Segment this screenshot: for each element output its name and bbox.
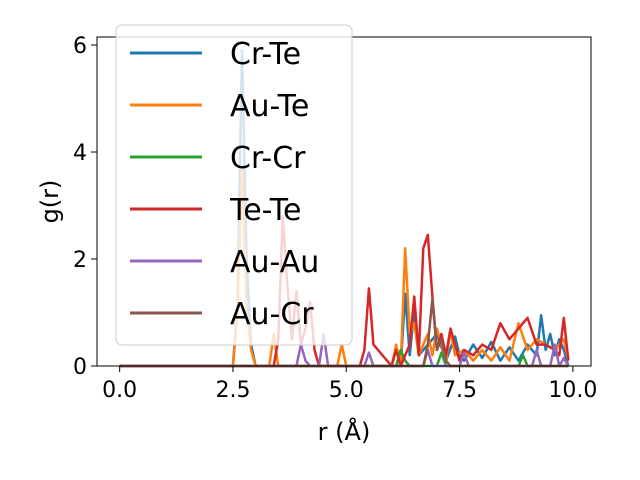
legend-label-cr-cr: Cr-Cr	[230, 141, 306, 176]
tick-layer: 0.0 2.5 5.0 7.5 10.0 0 2 4 6	[73, 34, 597, 403]
y-tick-label: 0	[73, 355, 87, 380]
legend-label-au-au: Au-Au	[230, 245, 319, 280]
series-line-cr-cr	[119, 348, 569, 368]
x-tick-label: 2.5	[215, 378, 250, 403]
y-tick-label: 4	[73, 141, 87, 166]
y-tick-label: 6	[73, 34, 87, 59]
legend: Cr-Te Au-Te Cr-Cr Te-Te Au-Au Au-Cr	[115, 24, 353, 346]
x-axis-label: r (Å)	[318, 417, 371, 446]
x-tick-label: 10.0	[548, 378, 597, 403]
x-tick-label: 5.0	[329, 378, 364, 403]
y-tick-label: 2	[73, 248, 87, 273]
legend-label-au-te: Au-Te	[230, 89, 309, 124]
y-axis-label: g(r)	[36, 180, 64, 224]
legend-label-cr-te: Cr-Te	[230, 37, 301, 72]
x-tick-label: 7.5	[442, 378, 477, 403]
series-line-au-cr	[119, 297, 569, 368]
legend-label-te-te: Te-Te	[229, 193, 301, 228]
x-tick-label: 0.0	[102, 378, 137, 403]
legend-label-au-cr: Au-Cr	[230, 297, 314, 332]
